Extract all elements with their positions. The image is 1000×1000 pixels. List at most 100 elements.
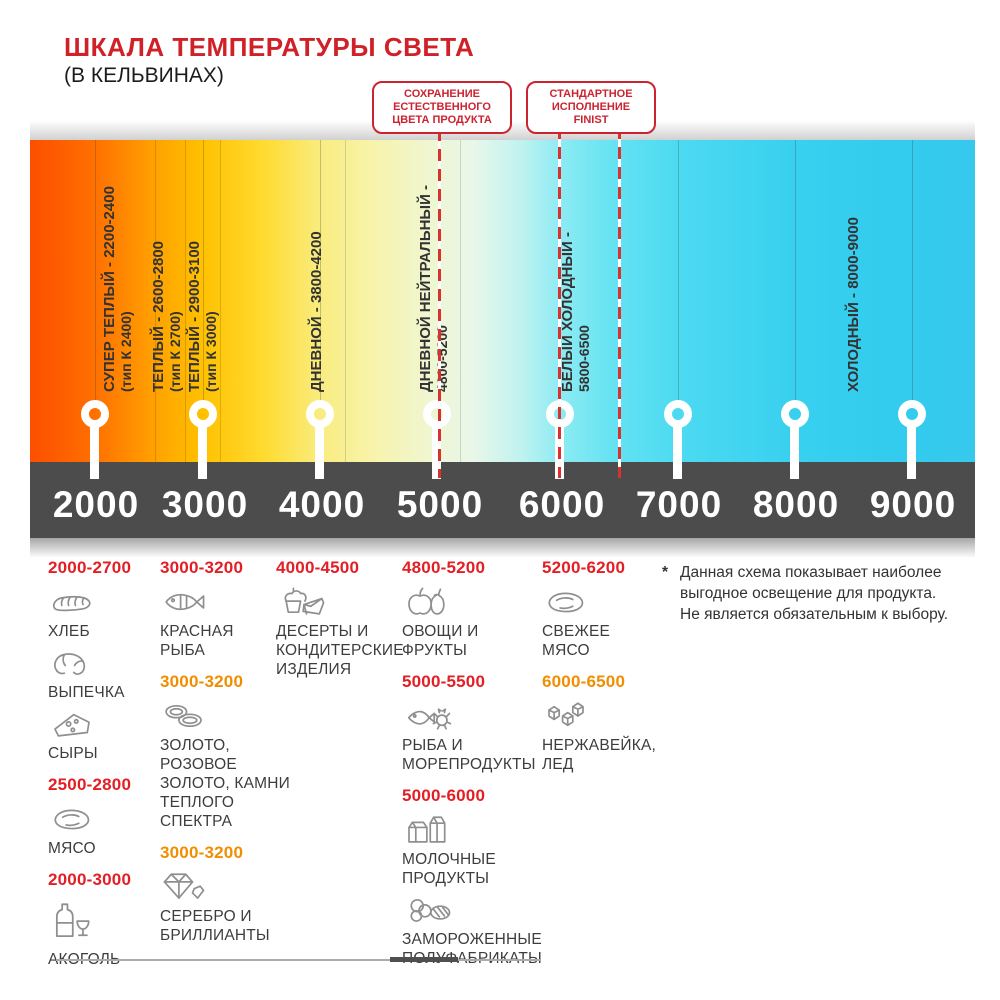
category-label: СЕРЕБРО И БРИЛЛИАНТЫ: [160, 908, 270, 944]
range-heading: 3000-3200: [160, 843, 244, 862]
range-heading: 4000-4500: [276, 558, 360, 577]
kelvin-marker-9000: [898, 400, 926, 428]
kelvin-axis-bar: [30, 462, 975, 538]
zone-divider-line: [345, 140, 346, 462]
zone-divider-line: [460, 140, 461, 462]
category-block: 5000-6000 МОЛОЧНЫЕ ПРОДУКТЫ ЗАМОРОЖЕННЫЕ…: [402, 786, 574, 968]
cheese-icon: [48, 707, 160, 741]
category-item: СЫРЫ: [48, 707, 160, 763]
divider-line-dark: [390, 957, 458, 962]
category-block: 6000-6500 НЕРЖАВЕЙКА, ЛЕД: [542, 672, 660, 774]
category-label: КРАСНАЯ РЫБА: [160, 623, 234, 659]
footnote: * Данная схема показывает наиболее выгод…: [662, 562, 974, 625]
zone-label-warm-3000: ТЕПЛЫЙ - 2900-3100 (тип К 3000): [186, 240, 219, 392]
range-heading: 5200-6200: [542, 558, 626, 577]
category-label: РЫБА И МОРЕПРОДУКТЫ: [402, 737, 536, 773]
category-column-3: 4000-4500 ДЕСЕРТЫ И КОНДИТЕРСКИЕ ИЗДЕЛИЯ: [276, 558, 406, 684]
marker-stem-8000: [790, 427, 799, 479]
category-label: НЕРЖАВЕЙКА, ЛЕД: [542, 737, 657, 773]
callout-line: СТАНДАРТНОЕ: [549, 88, 633, 100]
zone-label-white-cold: БЕЛЫЙ ХОЛОДНЫЙ - 5800-6500: [559, 232, 592, 392]
category-block: 3000-3200 ЗОЛОТО, РОЗОВОЕ ЗОЛОТО, КАМНИ …: [160, 672, 295, 831]
category-label: ЗАМОРОЖЕННЫЕ ПОЛУФАБРИКАТЫ: [402, 931, 542, 967]
category-label: СВЕЖЕЕ МЯСО: [542, 623, 611, 659]
zone-label-cold: ХОЛОДНЫЙ - 8000-9000: [845, 217, 862, 392]
marker-stem-9000: [907, 427, 916, 479]
category-block: 4000-4500 ДЕСЕРТЫ И КОНДИТЕРСКИЕ ИЗДЕЛИЯ: [276, 558, 406, 679]
category-item: КРАСНАЯ РЫБА: [160, 585, 295, 660]
callout-line: FINIST: [573, 114, 609, 126]
bread-icon: [48, 585, 160, 619]
zone-divider-line: [155, 140, 156, 462]
category-block: 3000-3200 СЕРЕБРО И БРИЛЛИАНТЫ: [160, 843, 295, 945]
tick-label-8000: 8000: [752, 484, 840, 525]
category-column-5: 5200-6200 СВЕЖЕЕ МЯСО 6000-6500 НЕРЖАВЕЙ…: [542, 558, 660, 779]
range-heading: 2000-3000: [48, 870, 132, 889]
range-heading: 4800-5200: [402, 558, 486, 577]
zone-label-daylight-neutral: ДНЕВНОЙ НЕЙТРАЛЬНЫЙ - 4800-5200: [417, 184, 450, 392]
temperature-gradient-bar: [30, 140, 975, 462]
marker-guide-line: [912, 140, 913, 402]
kelvin-marker-3000: [189, 400, 217, 428]
callout-preserve-natural-color: СОХРАНЕНИЕ ЕСТЕСТВЕННОГО ЦВЕТА ПРОДУКТА: [372, 81, 512, 134]
category-item: СЕРЕБРО И БРИЛЛИАНТЫ: [160, 870, 295, 945]
tick-label-4000: 4000: [278, 484, 366, 525]
range-heading: 5000-6000: [402, 786, 486, 805]
marker-guide-line: [678, 140, 679, 402]
marker-guide-line: [203, 140, 204, 402]
rings-icon: [160, 699, 295, 733]
category-label: ХЛЕБ: [48, 623, 90, 640]
category-item: НЕРЖАВЕЙКА, ЛЕД: [542, 699, 660, 774]
category-label: МЯСО: [48, 840, 96, 857]
fresh-meat-icon: [542, 585, 660, 619]
marker-stem-4000: [315, 427, 324, 479]
meat-icon: [48, 802, 160, 836]
callout-line: ЕСТЕСТВЕННОГО: [393, 101, 491, 113]
marker-stem-2000: [90, 427, 99, 479]
kelvin-marker-8000: [781, 400, 809, 428]
guide-dashed-line-5000: [438, 129, 441, 478]
tick-label-7000: 7000: [635, 484, 723, 525]
category-block: 3000-3200 КРАСНАЯ РЫБА: [160, 558, 295, 660]
ice-cubes-icon: [542, 699, 660, 733]
marker-guide-line: [320, 140, 321, 402]
fish-icon: [160, 585, 295, 619]
zone-label-daylight: ДНЕВНОЙ - 3800-4200: [308, 231, 325, 392]
range-heading: 3000-3200: [160, 558, 244, 577]
guide-dashed-line-6500: [618, 127, 621, 478]
footnote-asterisk: *: [662, 564, 669, 581]
category-item: ОВОЩИ И ФРУКТЫ: [402, 585, 574, 660]
range-heading: 6000-6500: [542, 672, 626, 691]
category-item: МЯСО: [48, 802, 160, 858]
category-block: 2000-3000 АКОГОЛЬ: [48, 870, 160, 969]
callout-line: СОХРАНЕНИЕ: [404, 88, 480, 100]
marker-guide-line: [95, 140, 96, 402]
category-item: ЗОЛОТО, РОЗОВОЕ ЗОЛОТО, КАМНИ ТЕПЛОГО СП…: [160, 699, 295, 831]
range-heading: 2000-2700: [48, 558, 132, 577]
callout-line: ЦВЕТА ПРОДУКТА: [392, 114, 492, 126]
range-heading: 2500-2800: [48, 775, 132, 794]
tick-label-5000: 5000: [396, 484, 484, 525]
category-block: 5000-5500 РЫБА И МОРЕПРОДУКТЫ: [402, 672, 574, 774]
category-label: ВЫПЕЧКА: [48, 684, 125, 701]
kelvin-marker-5000: [423, 400, 451, 428]
category-block: 2500-2800 МЯСО: [48, 775, 160, 858]
kelvin-marker-2000: [81, 400, 109, 428]
category-label: ДЕСЕРТЫ И КОНДИТЕРСКИЕ ИЗДЕЛИЯ: [276, 623, 404, 678]
zone-label-super-warm: СУПЕР ТЕПЛЫЙ - 2200-2400 (тип К 2400): [101, 186, 134, 392]
frozen-food-icon: [402, 893, 574, 927]
page-title: ШКАЛА ТЕМПЕРАТУРЫ СВЕТА: [64, 32, 475, 62]
dairy-icon: [402, 813, 574, 847]
category-label: СЫРЫ: [48, 745, 98, 762]
category-item: ЗАМОРОЖЕННЫЕ ПОЛУФАБРИКАТЫ: [402, 893, 574, 968]
footnote-text: Данная схема показывает наиболее выгодно…: [680, 564, 949, 623]
tick-label-6000: 6000: [518, 484, 606, 525]
category-item: МОЛОЧНЫЕ ПРОДУКТЫ: [402, 813, 574, 888]
croissant-icon: [48, 646, 160, 680]
category-label: ОВОЩИ И ФРУКТЫ: [402, 623, 479, 659]
zone-divider-line: [220, 140, 221, 462]
category-item: СВЕЖЕЕ МЯСО: [542, 585, 660, 660]
zone-divider-line: [185, 140, 186, 462]
range-heading: 3000-3200: [160, 672, 244, 691]
